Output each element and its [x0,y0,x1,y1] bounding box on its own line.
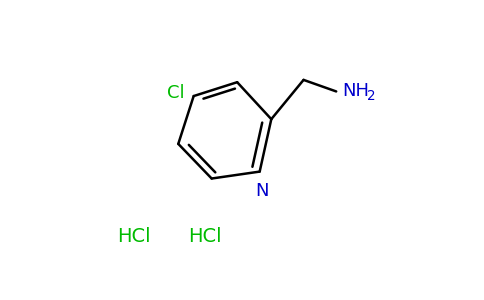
Text: HCl: HCl [188,227,222,247]
Text: 2: 2 [367,89,376,103]
Text: NH: NH [342,82,369,100]
Text: N: N [255,182,268,200]
Text: Cl: Cl [166,84,184,102]
Text: HCl: HCl [117,227,151,247]
